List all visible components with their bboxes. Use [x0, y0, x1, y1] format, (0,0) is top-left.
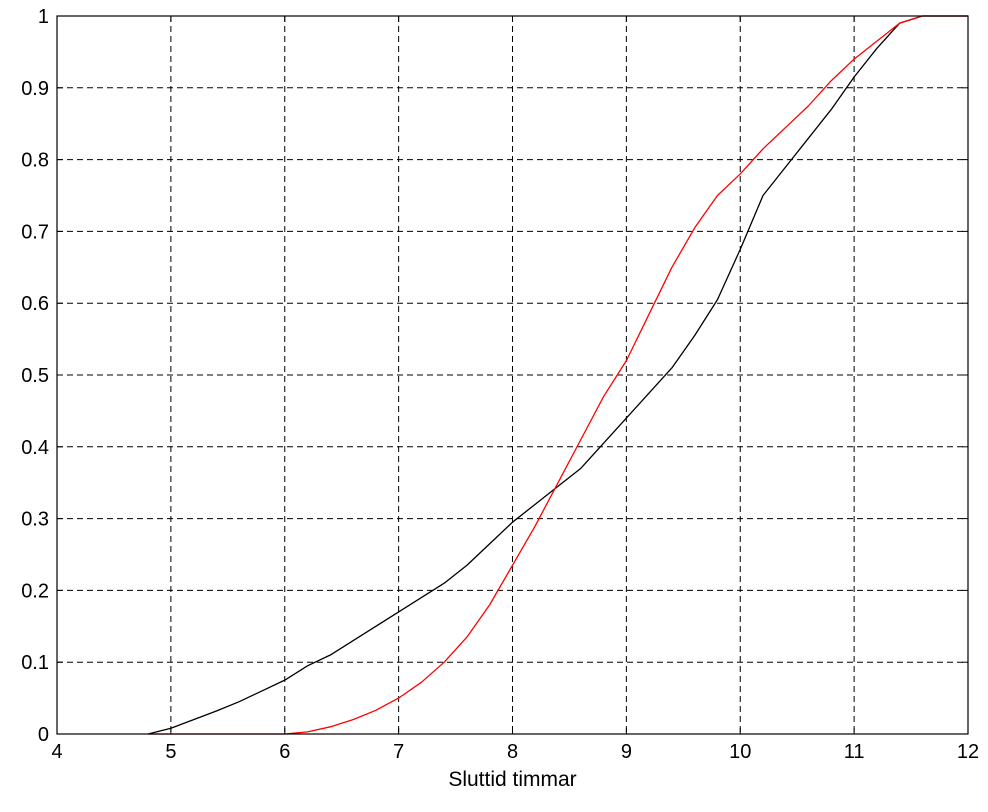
- y-tick-label: 0.3: [21, 509, 49, 531]
- x-tick-label: 12: [957, 741, 979, 763]
- x-tick-label: 4: [51, 741, 62, 763]
- y-tick-label: 0.1: [21, 652, 49, 674]
- series-layer: [147, 15, 968, 735]
- y-tick-labels: 0 0.1 0.2 0.3 0.4 0.5 0.6 0.7 0.8 0.9 1: [21, 6, 49, 746]
- y-tick-label: 0.5: [21, 365, 49, 387]
- x-axis-label: Sluttid timmar: [448, 768, 576, 791]
- y-tick-label: 1: [38, 6, 49, 28]
- x-tick-label: 10: [729, 741, 751, 763]
- tick-marks: [56, 15, 969, 735]
- y-tick-label: 0.7: [21, 221, 49, 243]
- y-tick-label: 0.6: [21, 293, 49, 315]
- series-line-black: [147, 15, 968, 735]
- x-tick-label: 9: [621, 741, 632, 763]
- y-tick-label: 0.2: [21, 580, 49, 602]
- y-tick-label: 0.9: [21, 78, 49, 100]
- x-tick-label: 8: [507, 741, 518, 763]
- y-tick-label: 0: [38, 724, 49, 746]
- x-tick-label: 5: [165, 741, 176, 763]
- grid: [57, 16, 968, 734]
- y-tick-label: 0.8: [21, 150, 49, 172]
- x-tick-label: 7: [393, 741, 404, 763]
- x-tick-labels: 4 5 6 7 8 9 10 11 12: [51, 741, 979, 763]
- series-line-red: [148, 15, 968, 735]
- x-tick-label: 11: [844, 741, 865, 763]
- y-tick-label: 0.4: [21, 437, 49, 459]
- x-tick-label: 6: [279, 741, 290, 763]
